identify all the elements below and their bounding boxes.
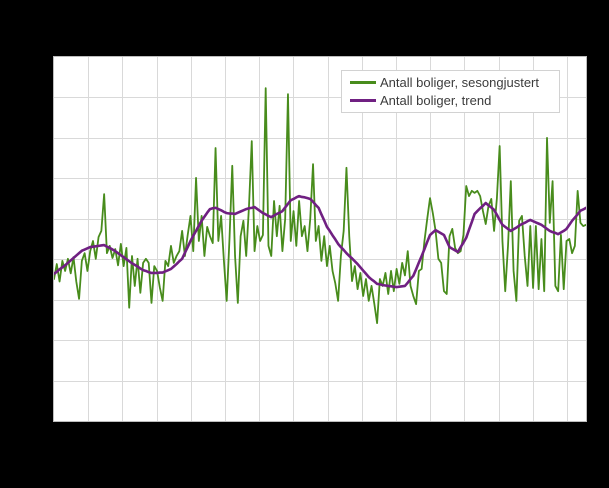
legend-label-trend: Antall boliger, trend	[380, 93, 492, 109]
legend-label-sesongjustert: Antall boliger, sesongjustert	[380, 74, 539, 90]
legend: Antall boliger, sesongjustert Antall bol…	[341, 70, 560, 113]
line-chart	[54, 57, 586, 421]
legend-item-trend: Antall boliger, trend	[350, 92, 559, 111]
plot-area: Antall boliger, sesongjustert Antall bol…	[53, 56, 587, 422]
series-sesongjustert	[54, 87, 586, 325]
legend-line-swatch-green	[350, 80, 376, 84]
legend-item-sesongjustert: Antall boliger, sesongjustert	[350, 73, 559, 92]
series-trend	[54, 194, 586, 289]
legend-line-swatch-purple	[350, 99, 376, 103]
